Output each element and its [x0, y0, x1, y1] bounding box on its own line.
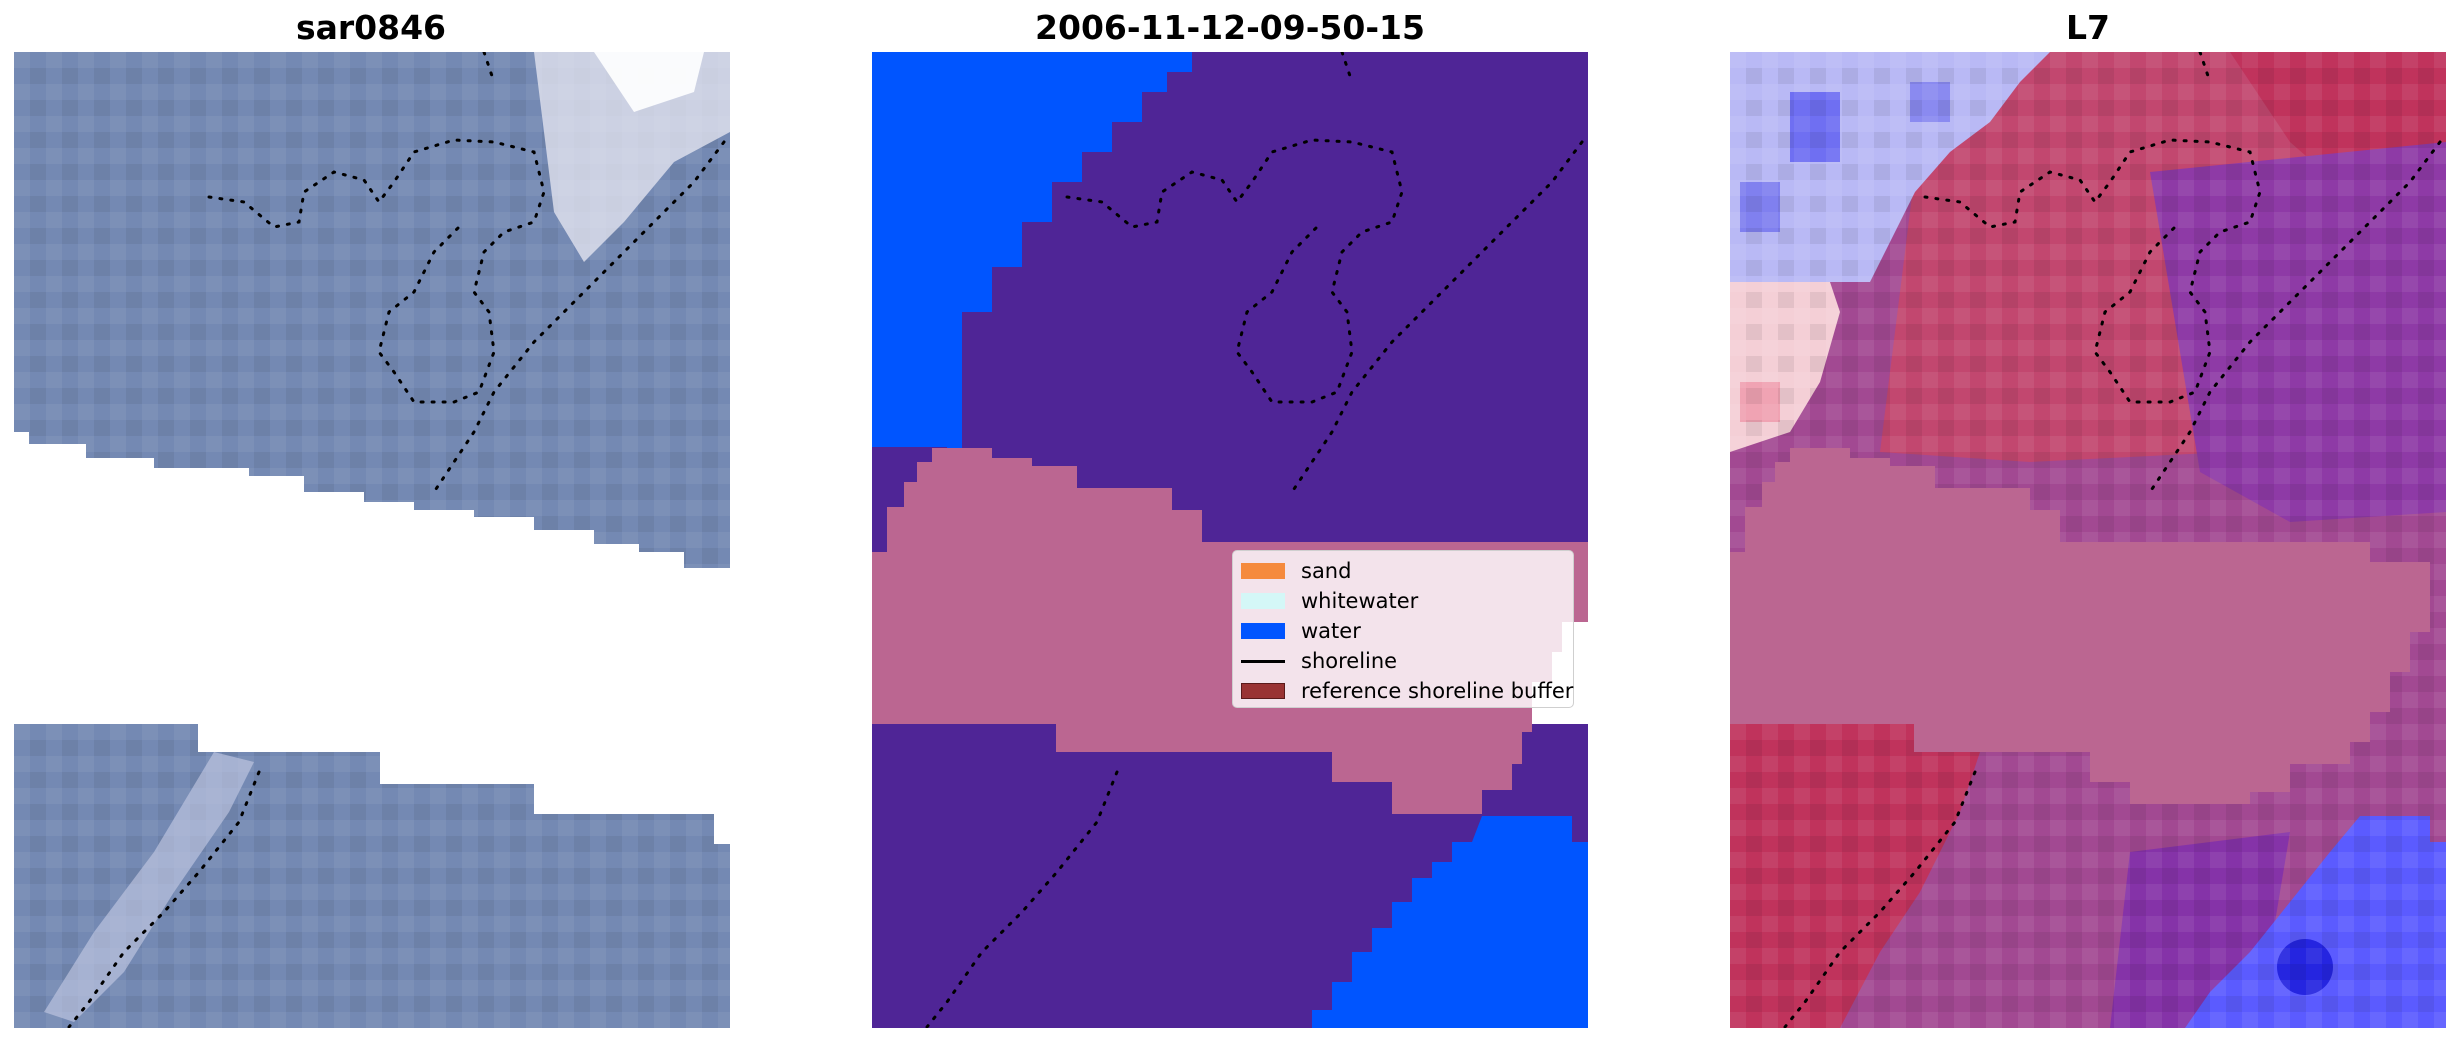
water-swatch — [1241, 623, 1285, 639]
rgb-image — [14, 52, 730, 1028]
shoreline-contour — [67, 52, 726, 1028]
legend-label: reference shoreline buffer — [1301, 679, 1574, 703]
legend-label: sand — [1301, 559, 1352, 583]
whitewater-swatch — [1241, 593, 1285, 609]
classification-panel — [872, 52, 1588, 1028]
rgb-image-panel — [14, 52, 730, 1028]
panel-title-index: L7 — [2066, 8, 2110, 47]
legend-label: whitewater — [1301, 589, 1419, 613]
sand-swatch — [1241, 563, 1285, 579]
reference-buffer-swatch — [1241, 683, 1285, 699]
legend-label: shoreline — [1301, 649, 1398, 673]
legend-label: water — [1301, 619, 1361, 643]
shoreline-contour — [1783, 52, 2442, 1028]
shoreline-contour — [925, 52, 1584, 1028]
shoreline-line-swatch — [1241, 659, 1285, 663]
panel-title-rgb: sar0846 — [295, 8, 447, 47]
legend-item-whitewater: whitewater — [1241, 586, 1565, 616]
panel-title-classified: 2006-11-12-09-50-15 — [1035, 8, 1425, 47]
index-image — [1730, 52, 2446, 1028]
legend-item-water: water — [1241, 616, 1565, 646]
legend-item-shoreline: shoreline — [1241, 646, 1565, 676]
index-image-panel — [1730, 52, 2446, 1028]
legend-item-sand: sand — [1241, 556, 1565, 586]
classified-image — [872, 52, 1588, 1028]
legend-item-reference-buffer: reference shoreline buffer — [1241, 676, 1573, 706]
legend: sand whitewater water shoreline referenc… — [1232, 550, 1574, 708]
